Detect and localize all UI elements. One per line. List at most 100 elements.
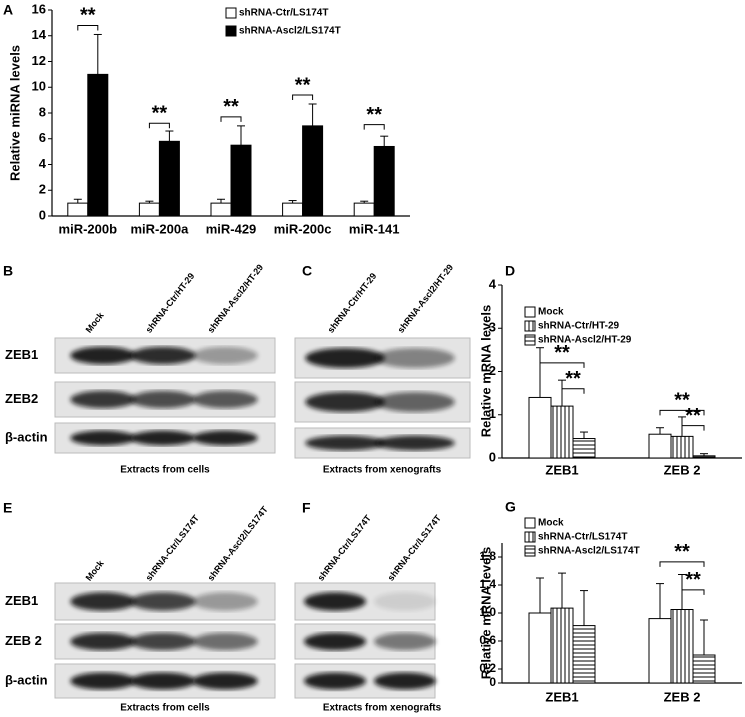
bar	[550, 405, 574, 459]
blot-band	[130, 346, 196, 365]
panel-label: F	[302, 500, 311, 516]
significance-bracket	[681, 589, 705, 595]
significance-bracket	[148, 122, 170, 129]
significance-label: **	[565, 368, 581, 390]
bar	[282, 202, 304, 217]
blot-band	[130, 430, 196, 446]
row-label: ZEB 2	[5, 633, 42, 648]
legend-label: Mock	[538, 307, 564, 318]
row-label: ZEB1	[5, 593, 38, 608]
blot-band	[305, 435, 385, 451]
significance-bracket	[659, 409, 705, 416]
bar	[648, 433, 672, 459]
blot-caption: Extracts from xenografts	[323, 465, 442, 476]
blot-band	[375, 435, 455, 451]
y-tick-label: 0.6	[479, 633, 496, 647]
column-label: shRNA-Ctr/LS174T	[316, 513, 374, 583]
legend-swatch	[524, 334, 536, 346]
blot-band	[305, 392, 385, 412]
y-tick-label: 14	[32, 27, 47, 42]
bar	[648, 618, 672, 684]
legend-swatch	[524, 545, 536, 557]
significance-bracket	[363, 124, 385, 130]
significance-bracket	[77, 24, 99, 31]
y-tick-label: 4	[39, 156, 47, 171]
y-tick-label: 1.4	[479, 577, 496, 591]
x-tick-label: miR-200a	[130, 221, 189, 236]
legend-label: shRNA-Ctr/LS174T	[239, 8, 328, 19]
bar	[528, 612, 552, 684]
panel-label: B	[3, 263, 13, 279]
y-tick-label: 8	[39, 104, 46, 119]
significance-label: **	[366, 104, 382, 126]
panel-label: C	[302, 263, 312, 279]
panel-label: E	[3, 500, 12, 516]
y-tick-label: 1.8	[479, 549, 496, 563]
y-tick-label: 0.2	[479, 661, 496, 675]
y-tick-label: 6	[39, 130, 46, 145]
panel-label: D	[505, 263, 515, 279]
significance-label: **	[685, 405, 701, 427]
blot-band	[70, 592, 136, 611]
row-label: ZEB1	[5, 347, 38, 362]
significance-bracket	[659, 561, 705, 567]
y-axis-label: Relative mRNA levels	[478, 547, 493, 679]
blot-band	[70, 430, 136, 446]
blot-band	[375, 392, 455, 412]
legend-label: shRNA-Ascl2/LS174T	[239, 26, 341, 37]
column-label: Mock	[84, 310, 107, 335]
blot-band	[70, 632, 136, 651]
y-axis-label: Relative mRNA levels	[478, 305, 493, 437]
bar	[572, 438, 596, 459]
blot-band	[192, 390, 258, 409]
legend-swatch	[225, 25, 237, 37]
panel-label: A	[3, 2, 13, 18]
y-tick-label: 10	[32, 79, 46, 94]
blot-caption: Extracts from cells	[120, 703, 210, 714]
blot-band	[304, 632, 366, 651]
bar	[550, 607, 574, 684]
significance-bracket	[561, 388, 585, 394]
column-label: Mock	[84, 558, 107, 583]
bar	[692, 455, 716, 459]
blot-band	[374, 672, 436, 690]
column-label: shRNA-Ctr/HT-29	[326, 271, 379, 335]
significance-label: **	[152, 103, 168, 125]
column-label: shRNA-Ctr/HT-29	[144, 271, 197, 335]
legend-swatch	[524, 306, 536, 318]
y-tick-label: 1.0	[479, 605, 496, 619]
bar	[158, 140, 180, 217]
blot-band	[304, 592, 366, 611]
blot-band	[130, 632, 196, 651]
x-tick-label: miR-141	[349, 221, 400, 236]
bar	[373, 145, 395, 217]
row-label: β-actin	[5, 672, 48, 687]
legend-label: Mock	[538, 518, 564, 529]
blot-band	[192, 672, 258, 690]
y-tick-label: 16	[32, 1, 46, 16]
y-tick-label: 3	[489, 320, 496, 335]
bar	[302, 125, 324, 217]
blot-band	[374, 632, 436, 651]
column-label: shRNA-Ascl2/HT-29	[396, 262, 456, 334]
bar	[670, 435, 694, 459]
bar	[230, 144, 252, 217]
y-tick-label: 2	[489, 363, 496, 378]
significance-bracket	[681, 425, 705, 431]
blot-band	[375, 348, 455, 368]
significance-label: **	[295, 74, 311, 96]
bar	[670, 609, 694, 684]
blot-band	[70, 672, 136, 690]
y-tick-label: 12	[32, 53, 46, 68]
legend-label: shRNA-Ascl2/LS174T	[538, 546, 640, 557]
bar	[353, 202, 375, 217]
x-tick-label: ZEB1	[545, 462, 578, 477]
blot-band	[192, 592, 258, 611]
column-label: shRNA-Ascl2/HT-29	[206, 262, 266, 334]
bar	[692, 654, 716, 684]
panel-label: G	[505, 499, 516, 515]
blot-band	[304, 672, 366, 690]
x-tick-label: miR-429	[206, 221, 257, 236]
legend-swatch	[225, 7, 237, 19]
